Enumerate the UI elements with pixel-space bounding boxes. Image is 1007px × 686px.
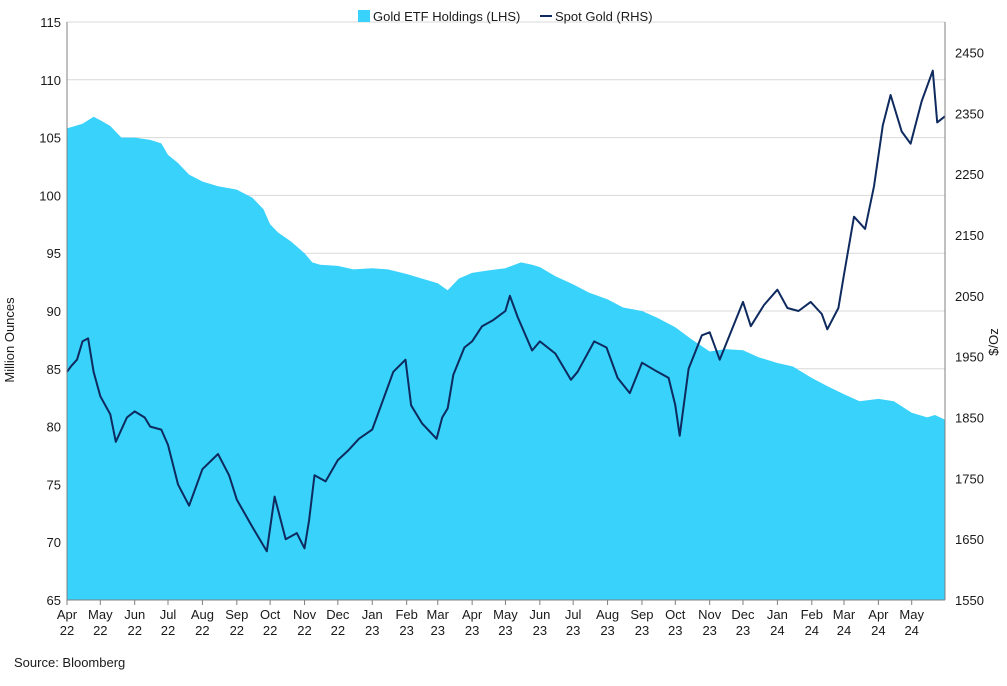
x-tick-year: 22 bbox=[331, 623, 345, 638]
spot-gold-line-layer bbox=[66, 69, 946, 553]
right-tick-label: 2450 bbox=[955, 45, 984, 60]
x-tick-year: 23 bbox=[465, 623, 479, 638]
x-tick-year: 23 bbox=[498, 623, 512, 638]
x-tick-year: 23 bbox=[600, 623, 614, 638]
x-tick-year: 22 bbox=[127, 623, 141, 638]
x-tick-month: Apr bbox=[462, 607, 483, 622]
x-tick-month: Aug bbox=[191, 607, 214, 622]
x-tick-year: 24 bbox=[837, 623, 851, 638]
x-tick-month: Nov bbox=[698, 607, 722, 622]
x-tick-month: Sep bbox=[225, 607, 248, 622]
left-axis-title: Million Ounces bbox=[2, 297, 17, 383]
x-tick-month: May bbox=[899, 607, 924, 622]
left-tick-label: 80 bbox=[47, 420, 61, 435]
x-tick-year: 23 bbox=[668, 623, 682, 638]
right-axis-ticks: 1550 1650 1750 1850 1950 2050 2150 2250 2350 2450 bbox=[955, 45, 984, 608]
left-tick-label: 75 bbox=[47, 477, 61, 492]
x-tick-year: 23 bbox=[702, 623, 716, 638]
x-tick-year: 22 bbox=[60, 623, 74, 638]
right-tick-label: 1750 bbox=[955, 471, 984, 486]
x-tick-month: May bbox=[493, 607, 518, 622]
x-axis-ticks: Apr22May22Jun22Jul22Aug22Sep22Oct22Nov22… bbox=[57, 600, 924, 638]
left-tick-label: 105 bbox=[39, 131, 61, 146]
right-axis-title: $/Oz bbox=[986, 328, 1001, 355]
x-tick-year: 24 bbox=[805, 623, 819, 638]
left-tick-label: 100 bbox=[39, 188, 61, 203]
x-tick-year: 24 bbox=[904, 623, 918, 638]
x-tick-month: Dec bbox=[731, 607, 755, 622]
left-tick-label: 110 bbox=[40, 73, 61, 88]
x-tick-month: Jan bbox=[767, 607, 788, 622]
etf-holdings-area bbox=[67, 116, 945, 601]
left-tick-label: 70 bbox=[47, 535, 61, 550]
left-tick-label: 115 bbox=[40, 15, 61, 30]
x-tick-month: Jun bbox=[529, 607, 550, 622]
right-tick-label: 1550 bbox=[955, 593, 984, 608]
x-tick-year: 22 bbox=[297, 623, 311, 638]
x-tick-month: Oct bbox=[260, 607, 281, 622]
right-tick-label: 2150 bbox=[955, 228, 984, 243]
legend: Gold ETF Holdings (LHS) Spot Gold (RHS) bbox=[358, 9, 653, 24]
x-tick-month: Dec bbox=[326, 607, 350, 622]
x-tick-year: 23 bbox=[635, 623, 649, 638]
x-tick-year: 23 bbox=[431, 623, 445, 638]
x-tick-month: Jul bbox=[160, 607, 177, 622]
x-tick-year: 23 bbox=[533, 623, 547, 638]
x-tick-year: 23 bbox=[399, 623, 413, 638]
source-note: Source: Bloomberg bbox=[14, 655, 126, 670]
x-tick-month: Jun bbox=[124, 607, 145, 622]
x-tick-year: 22 bbox=[263, 623, 277, 638]
x-tick-month: Oct bbox=[665, 607, 686, 622]
x-tick-year: 22 bbox=[161, 623, 175, 638]
right-tick-label: 2050 bbox=[955, 289, 984, 304]
x-tick-month: Nov bbox=[293, 607, 317, 622]
left-tick-label: 65 bbox=[47, 593, 61, 608]
x-tick-year: 24 bbox=[770, 623, 784, 638]
x-tick-month: Apr bbox=[868, 607, 889, 622]
x-tick-year: 24 bbox=[871, 623, 885, 638]
x-tick-month: Aug bbox=[596, 607, 619, 622]
x-tick-year: 23 bbox=[736, 623, 750, 638]
right-tick-label: 2250 bbox=[955, 167, 984, 182]
right-tick-label: 1850 bbox=[955, 410, 984, 425]
spot-gold-line bbox=[66, 69, 946, 553]
x-tick-month: Mar bbox=[427, 607, 450, 622]
x-tick-year: 23 bbox=[365, 623, 379, 638]
x-tick-year: 22 bbox=[230, 623, 244, 638]
left-tick-label: 85 bbox=[47, 362, 61, 377]
legend-label-spot: Spot Gold (RHS) bbox=[555, 9, 653, 24]
right-tick-label: 1950 bbox=[955, 350, 984, 365]
x-tick-month: Feb bbox=[801, 607, 823, 622]
x-tick-month: Apr bbox=[57, 607, 78, 622]
x-tick-month: Sep bbox=[630, 607, 653, 622]
right-tick-label: 1650 bbox=[955, 532, 984, 547]
right-tick-label: 2350 bbox=[955, 106, 984, 121]
x-tick-month: Jul bbox=[565, 607, 582, 622]
legend-swatch-etf bbox=[358, 10, 370, 22]
etf-holdings-area-layer bbox=[67, 116, 945, 601]
left-tick-label: 95 bbox=[47, 246, 61, 261]
left-axis-ticks: 65 70 75 80 85 90 95 100 105 110 115 bbox=[39, 15, 61, 608]
x-tick-month: Feb bbox=[395, 607, 417, 622]
legend-label-etf: Gold ETF Holdings (LHS) bbox=[373, 9, 520, 24]
x-tick-month: Jan bbox=[362, 607, 383, 622]
x-tick-month: May bbox=[88, 607, 113, 622]
x-tick-year: 22 bbox=[93, 623, 107, 638]
x-tick-month: Mar bbox=[833, 607, 856, 622]
axes bbox=[66, 22, 946, 601]
x-tick-year: 22 bbox=[195, 623, 209, 638]
x-tick-year: 23 bbox=[566, 623, 580, 638]
left-tick-label: 90 bbox=[47, 304, 61, 319]
